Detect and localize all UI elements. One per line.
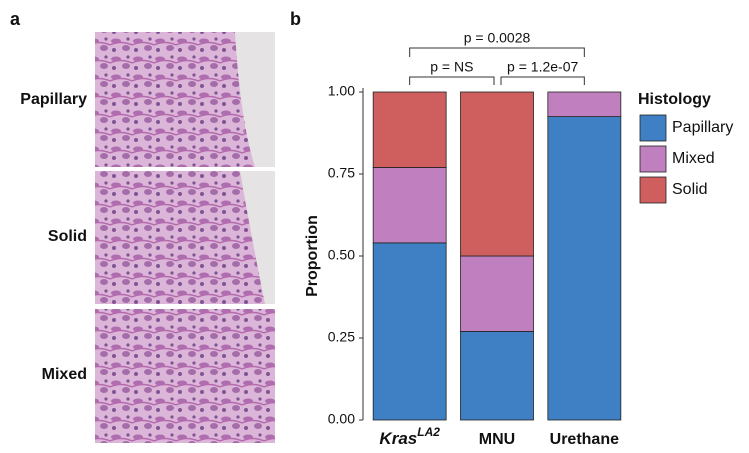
comparison-label: p = NS [430, 59, 473, 75]
background-area [240, 171, 275, 304]
bar-segment [372, 91, 447, 168]
y-tick-label: 0.75 [328, 165, 355, 181]
category-superscript: LA2 [417, 425, 440, 439]
y-tick-label: 1.00 [328, 83, 355, 99]
histology-image [95, 309, 275, 443]
legend-swatch [639, 176, 667, 204]
comparison-bracket [500, 76, 585, 85]
image-label: Solid [48, 228, 87, 245]
legend-label: Solid [672, 181, 708, 198]
x-tick-label: KrasLA2 [379, 425, 440, 448]
bar-segment [372, 242, 447, 421]
bar-segment [460, 331, 534, 421]
legend-title: Histology [638, 91, 711, 108]
category-name: Kras [379, 429, 417, 448]
image-label: Papillary [20, 91, 87, 108]
comparison-bracket [409, 47, 585, 57]
y-axis-label: Proportion [304, 215, 321, 297]
comparison-label: p = 0.0028 [464, 30, 531, 46]
legend-swatch [639, 114, 667, 142]
legend-swatch [639, 145, 667, 173]
histology-images [95, 32, 275, 443]
bar-segment [460, 255, 534, 332]
bar-segment [460, 91, 534, 257]
y-tick-label: 0.25 [328, 329, 355, 345]
bar-segment [547, 116, 622, 421]
x-tick-label: Urethane [550, 431, 619, 448]
panel-label: a [10, 9, 21, 29]
y-tick-label: 0.50 [328, 247, 355, 263]
y-tick-label: 0.00 [328, 411, 355, 427]
bar-segment [372, 167, 447, 244]
panel-label: b [290, 9, 301, 29]
image-label: Mixed [42, 366, 87, 383]
legend-label: Papillary [672, 119, 733, 136]
x-tick-label: MNU [479, 431, 515, 448]
bar-segment [547, 91, 622, 118]
background-area [235, 32, 275, 167]
comparison-bracket [409, 76, 495, 85]
comparison-label: p = 1.2e-07 [507, 59, 578, 75]
legend-label: Mixed [672, 150, 715, 167]
